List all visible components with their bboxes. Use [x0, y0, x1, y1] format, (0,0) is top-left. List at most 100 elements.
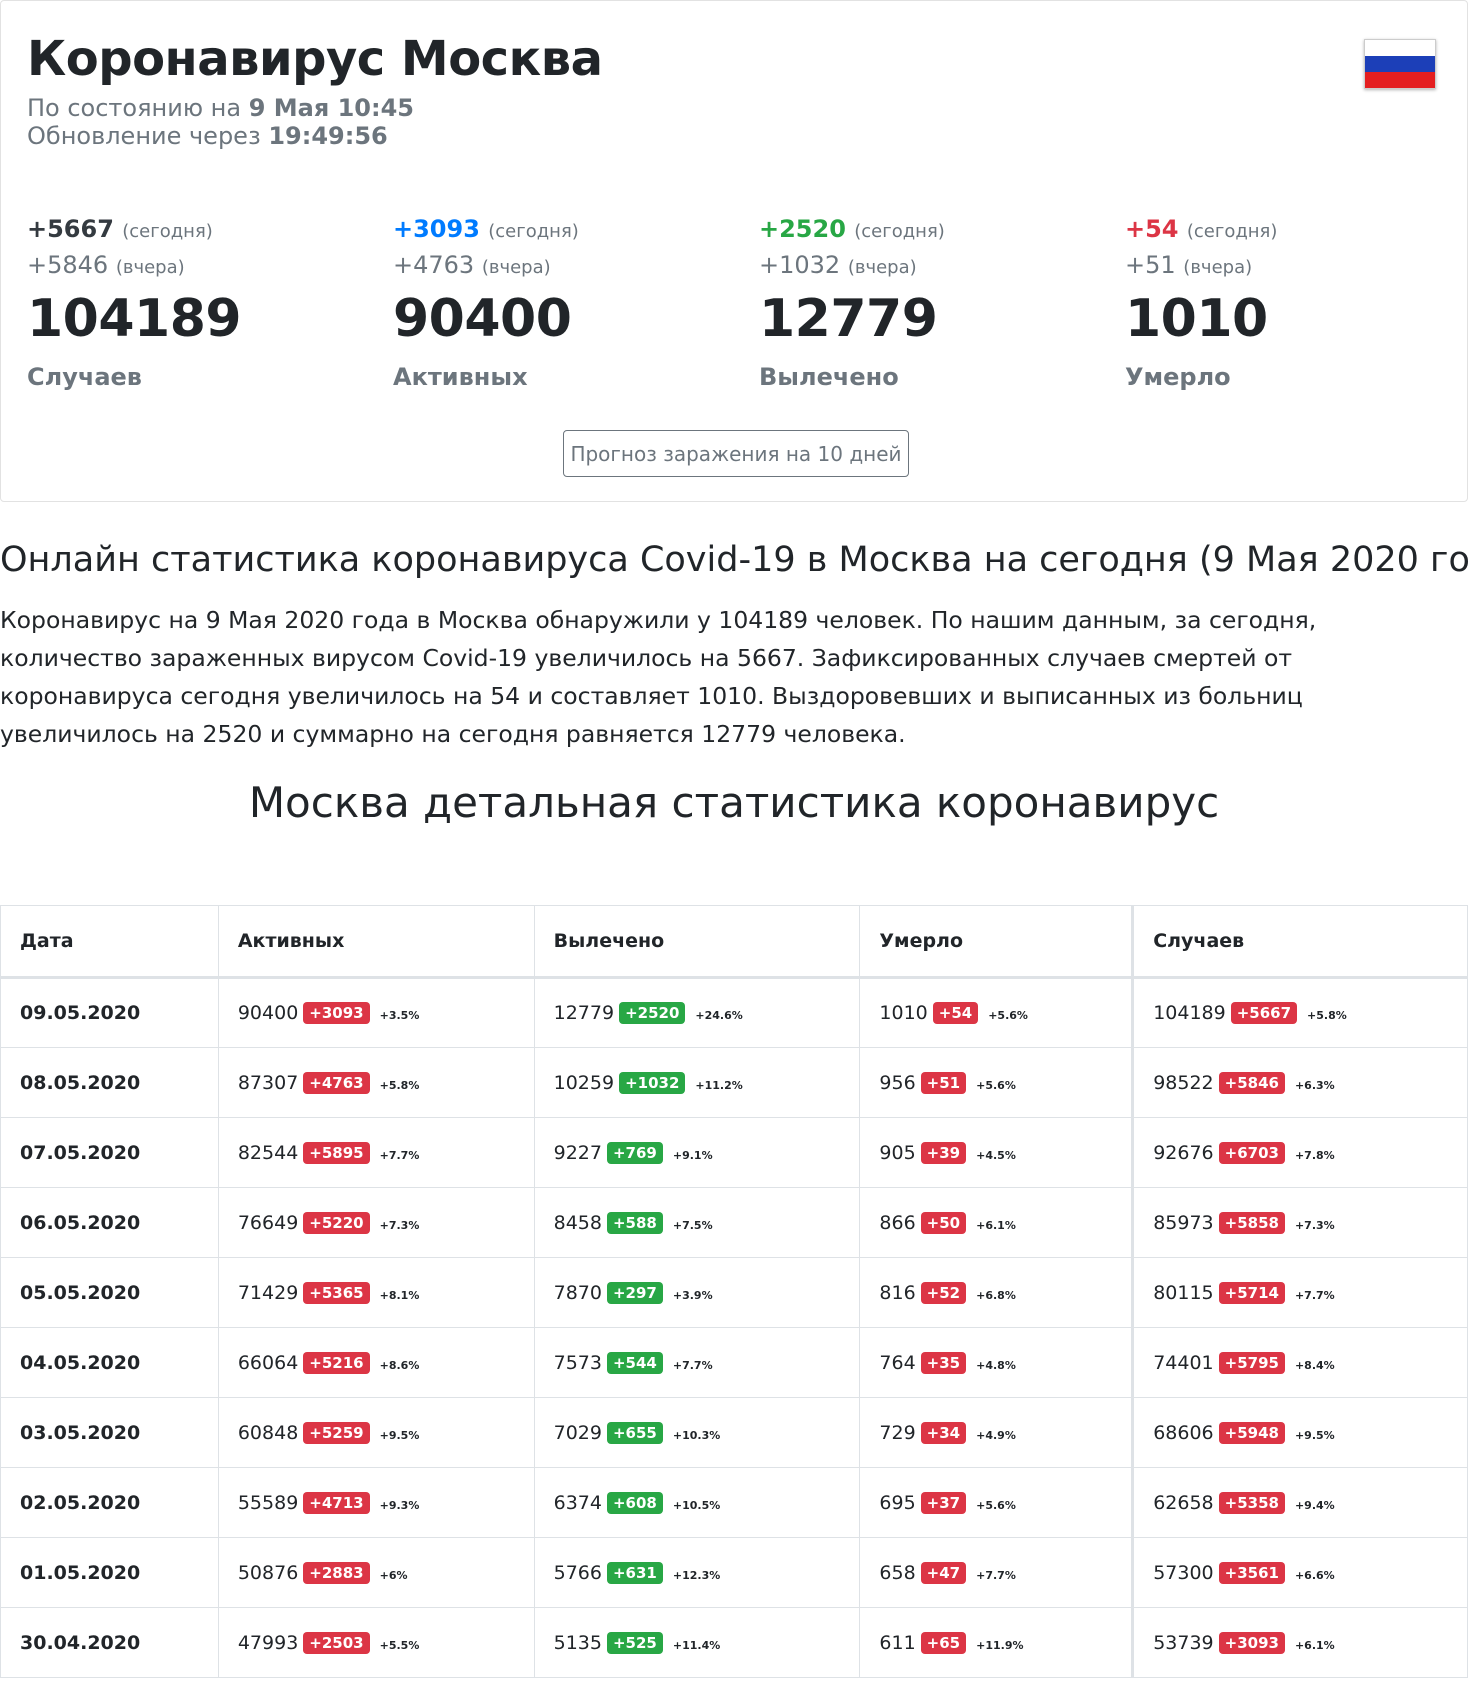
percent-change: +7.7% — [672, 1358, 713, 1372]
delta-badge: +608 — [606, 1491, 663, 1514]
percent-change: +11.9% — [976, 1638, 1024, 1652]
cell-died: 695 +37 +5.6% — [859, 1467, 1134, 1538]
cell-value: 71429 — [237, 1281, 299, 1304]
stat-yesterday-value: +5846 — [27, 251, 109, 279]
delta-badge: +5895 — [303, 1141, 370, 1164]
delta-badge: +4763 — [303, 1071, 370, 1094]
percent-change: +4.9% — [976, 1428, 1016, 1442]
percent-change: +6.6% — [1294, 1568, 1335, 1582]
stat-died: +54 (сегодня) +51 (вчера) 1010 Умерло — [1125, 215, 1465, 391]
cell-date: 02.05.2020 — [0, 1467, 219, 1538]
cell-date: 04.05.2020 — [0, 1327, 219, 1398]
cell-value: 92676 — [1153, 1141, 1214, 1164]
stat-yesterday-value: +4763 — [393, 251, 475, 279]
percent-change: +9.3% — [379, 1498, 420, 1512]
cell-value: 7870 — [553, 1281, 602, 1304]
cell-value: 82544 — [237, 1141, 299, 1164]
cell-cases: 53739 +3093 +6.1% — [1131, 1607, 1468, 1678]
delta-badge: +631 — [606, 1561, 663, 1584]
stat-today-value: +2520 — [759, 215, 846, 243]
stat-today-label: (сегодня) — [122, 221, 213, 242]
cell-active: 82544 +5895 +7.7% — [217, 1117, 535, 1188]
cell-value: 611 — [879, 1631, 916, 1654]
cell-active: 87307 +4763 +5.8% — [217, 1047, 535, 1118]
stat-yesterday-label: (вчера) — [847, 257, 917, 278]
cell-recovered: 7573 +544 +7.7% — [533, 1327, 861, 1398]
cell-cases: 92676 +6703 +7.8% — [1131, 1117, 1468, 1188]
percent-change: +12.3% — [672, 1568, 721, 1582]
cell-died: 764 +35 +4.8% — [859, 1327, 1134, 1398]
cell-recovered: 12779 +2520 +24.6% — [533, 977, 861, 1048]
cell-died: 956 +51 +5.6% — [859, 1047, 1134, 1118]
stat-today: +2520 (сегодня) — [759, 215, 1099, 251]
forecast-button[interactable]: Прогноз заражения на 10 дней — [563, 430, 909, 477]
cell-value: 55589 — [237, 1491, 299, 1514]
percent-change: +7.8% — [1294, 1148, 1335, 1162]
delta-badge: +50 — [920, 1211, 967, 1234]
cell-value: 7029 — [553, 1421, 602, 1444]
delta-badge: +297 — [606, 1281, 663, 1304]
header-active: Активных — [217, 905, 535, 979]
cell-died: 611 +65 +11.9% — [859, 1607, 1134, 1678]
cell-date: 09.05.2020 — [0, 977, 219, 1048]
delta-badge: +37 — [920, 1491, 967, 1514]
cell-active: 55589 +4713 +9.3% — [217, 1467, 535, 1538]
table-row: 30.04.2020 47993 +2503 +5.5% 5135 +525 +11.4% 6… — [0, 1607, 1468, 1678]
table-row: 08.05.2020 87307 +4763 +5.8% 10259 +1032 +11.2… — [0, 1047, 1468, 1118]
cell-date: 06.05.2020 — [0, 1187, 219, 1258]
article-paragraph: Коронавирус на 9 Мая 2020 года в Москва … — [0, 606, 1317, 748]
delta-badge: +5220 — [303, 1211, 370, 1234]
stat-yesterday-value: +51 — [1125, 251, 1176, 279]
percent-change: +8.4% — [1294, 1358, 1335, 1372]
cell-date: 30.04.2020 — [0, 1607, 219, 1678]
cell-recovered: 6374 +608 +10.5% — [533, 1467, 861, 1538]
cell-active: 66064 +5216 +8.6% — [217, 1327, 535, 1398]
delta-badge: +5714 — [1218, 1281, 1285, 1304]
delta-badge: +588 — [606, 1211, 663, 1234]
cell-active: 47993 +2503 +5.5% — [217, 1607, 535, 1678]
cell-value: 90400 — [237, 1002, 299, 1024]
cell-date: 01.05.2020 — [0, 1537, 219, 1608]
cell-value: 62658 — [1153, 1491, 1214, 1514]
percent-change: +5.6% — [976, 1498, 1016, 1512]
delta-badge: +3093 — [303, 1002, 370, 1024]
delta-badge: +6703 — [1218, 1141, 1285, 1164]
delta-badge: +544 — [606, 1351, 663, 1374]
percent-change: +3.9% — [672, 1288, 713, 1302]
cell-cases: 98522 +5846 +6.3% — [1131, 1047, 1468, 1118]
cell-value: 98522 — [1153, 1071, 1214, 1094]
table-row: 07.05.2020 82544 +5895 +7.7% 9227 +769 +9.1% 90… — [0, 1117, 1468, 1188]
cell-active: 50876 +2883 +6% — [217, 1537, 535, 1608]
header-died: Умерло — [859, 905, 1134, 979]
cell-died: 866 +50 +6.1% — [859, 1187, 1134, 1258]
cell-active: 60848 +5259 +9.5% — [217, 1397, 535, 1468]
delta-badge: +39 — [920, 1141, 967, 1164]
table-heading: Москва детальная статистика коронавирус — [248, 778, 1220, 827]
cell-value: 53739 — [1153, 1631, 1214, 1654]
cell-value: 47993 — [237, 1631, 299, 1654]
stat-active: +3093 (сегодня) +4763 (вчера) 90400 Активны… — [393, 215, 733, 391]
cell-recovered: 8458 +588 +7.5% — [533, 1187, 861, 1258]
cell-died: 658 +47 +7.7% — [859, 1537, 1134, 1608]
cell-value: 8458 — [553, 1211, 602, 1234]
percent-change: +5.8% — [1307, 1009, 1347, 1022]
cell-recovered: 7029 +655 +10.3% — [533, 1397, 861, 1468]
cell-recovered: 9227 +769 +9.1% — [533, 1117, 861, 1188]
cell-value: 66064 — [237, 1351, 299, 1374]
cell-recovered: 10259 +1032 +11.2% — [533, 1047, 861, 1118]
delta-badge: +5846 — [1218, 1071, 1285, 1094]
cell-recovered: 5135 +525 +11.4% — [533, 1607, 861, 1678]
header-date: Дата — [0, 905, 219, 979]
stat-label: Умерло — [1125, 363, 1231, 391]
percent-change: +7.7% — [379, 1148, 420, 1162]
cell-active: 71429 +5365 +8.1% — [217, 1257, 535, 1328]
delta-badge: +5259 — [303, 1421, 370, 1444]
cell-value: 956 — [879, 1071, 916, 1094]
cell-active: 90400 +3093 +3.5% — [217, 977, 535, 1048]
stat-yesterday-value: +1032 — [759, 251, 841, 279]
percent-change: +9.4% — [1294, 1498, 1335, 1512]
percent-change: +4.8% — [976, 1358, 1016, 1372]
table-row: 05.05.2020 71429 +5365 +8.1% 7870 +297 +3.9% 81… — [0, 1257, 1468, 1328]
percent-change: +7.7% — [1294, 1288, 1335, 1302]
stat-today-value: +3093 — [393, 215, 480, 243]
